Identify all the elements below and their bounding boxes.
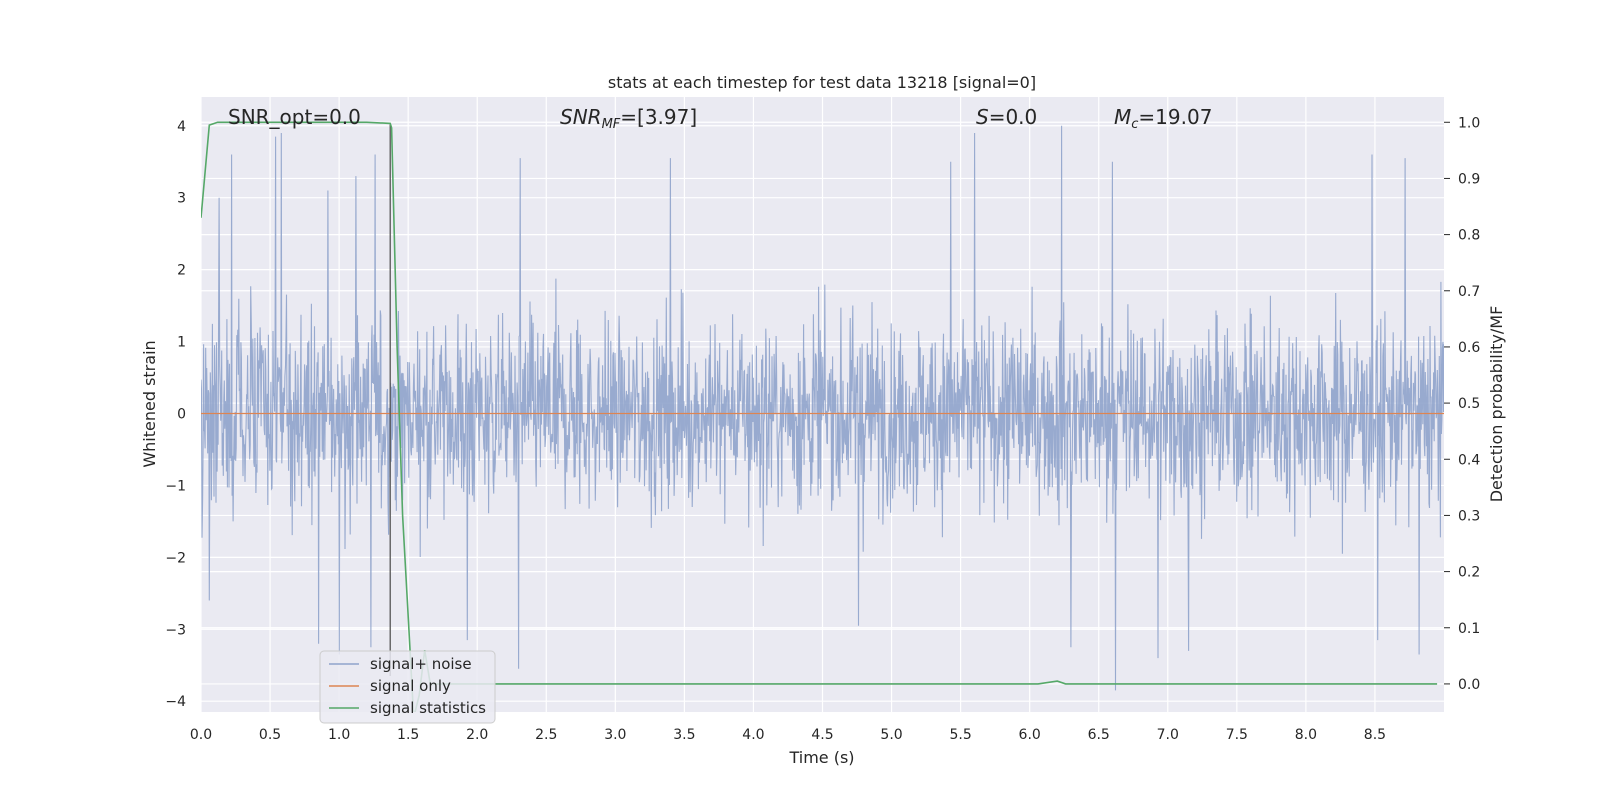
signal-statistics-line (201, 121, 1438, 712)
y-right-tick-label: 0.8 (1458, 228, 1480, 244)
y-left-tick-label: −2 (165, 550, 186, 566)
y-right-tick-labels: 0.0 0.1 0.2 0.3 0.4 0.5 0.6 0.7 0.8 0.9 1.0 (1444, 115, 1480, 693)
x-tick-label: 3.0 (604, 727, 626, 743)
x-tick-label: 5.5 (949, 727, 971, 743)
y-left-tick-label: 2 (177, 263, 186, 279)
y-left-tick-label: 1 (177, 335, 186, 351)
y-left-tick-label: 4 (177, 119, 186, 135)
annotation-mc-sub: c (1131, 117, 1138, 132)
x-tick-label: 1.5 (397, 727, 419, 743)
y-right-tick-label: 0.3 (1458, 508, 1480, 524)
y-right-tick-label: 0.1 (1458, 621, 1480, 637)
y-left-tick-label: 0 (177, 406, 186, 422)
y-left-tick-label: −3 (165, 622, 186, 638)
annotation-snr-mf: SNRMF=[3.97] (560, 105, 697, 132)
x-tick-labels: 0.0 0.5 1.0 1.5 2.0 2.5 3.0 3.5 4.0 4.5 5.0 5.5 6.0 6… (190, 727, 1386, 743)
annotation-s-value: =0.0 (989, 105, 1038, 129)
x-axis-label: Time (s) (788, 748, 854, 767)
x-tick-label: 6.5 (1088, 727, 1110, 743)
x-tick-label: 3.5 (673, 727, 695, 743)
annotation-snr-mf-sub: MF (602, 117, 621, 132)
annotation-s-main: S (976, 105, 989, 129)
legend-label-signal-statistics: signal statistics (370, 699, 486, 717)
annotation-snr-opt: SNR_opt=0.0 (228, 105, 361, 129)
annotation-snr-mf-value: =[3.97] (620, 105, 697, 129)
noise-series (201, 125, 1444, 691)
legend-label-signal-only: signal only (370, 677, 451, 695)
y-right-tick-label: 0.9 (1458, 171, 1480, 187)
y-right-tick-label: 0.0 (1458, 677, 1480, 693)
y-left-tick-label: −1 (165, 478, 186, 494)
annotation-mc-main: M (1114, 105, 1131, 129)
x-tick-label: 4.5 (811, 727, 833, 743)
y-left-tick-label: −4 (165, 694, 186, 710)
x-tick-label: 4.0 (742, 727, 764, 743)
x-tick-label: 2.0 (466, 727, 488, 743)
x-tick-label: 7.0 (1157, 727, 1179, 743)
x-tick-label: 2.5 (535, 727, 557, 743)
legend: signal+ noise signal only signal statist… (319, 650, 496, 724)
annotation-mc: Mc=19.07 (1114, 105, 1212, 132)
x-tick-label: 0.5 (259, 727, 281, 743)
annotation-snr-mf-main: SNR (560, 105, 602, 129)
x-tick-label: 8.5 (1364, 727, 1386, 743)
legend-label-signal-noise: signal+ noise (370, 655, 472, 673)
x-tick-label: 6.0 (1019, 727, 1041, 743)
chart-title: stats at each timestep for test data 132… (608, 73, 1036, 92)
x-tick-label: 1.0 (328, 727, 350, 743)
annotation-mc-value: =19.07 (1138, 105, 1212, 129)
x-tick-label: 7.5 (1226, 727, 1248, 743)
line-series (201, 121, 1444, 712)
y-left-tick-label: 3 (177, 191, 186, 207)
y-right-tick-label: 0.2 (1458, 565, 1480, 581)
y-right-tick-label: 0.5 (1458, 396, 1480, 412)
y-left-tick-labels: −4 −3 −2 −1 0 1 2 3 4 (165, 119, 186, 710)
y-axis-label-left: Whitened strain (140, 340, 159, 467)
annotation-s: S=0.0 (976, 105, 1037, 129)
x-tick-label: 0.0 (190, 727, 212, 743)
y-right-tick-label: 0.4 (1458, 452, 1480, 468)
signal-noise-line (201, 125, 1444, 691)
y-right-tick-label: 0.7 (1458, 284, 1480, 300)
y-right-tick-label: 0.6 (1458, 340, 1480, 356)
x-tick-label: 8.0 (1295, 727, 1317, 743)
y-right-tick-label: 1.0 (1458, 115, 1480, 131)
x-tick-label: 5.0 (880, 727, 902, 743)
y-axis-label-right: Detection probability/MF (1487, 306, 1506, 503)
legend-box (319, 650, 496, 724)
